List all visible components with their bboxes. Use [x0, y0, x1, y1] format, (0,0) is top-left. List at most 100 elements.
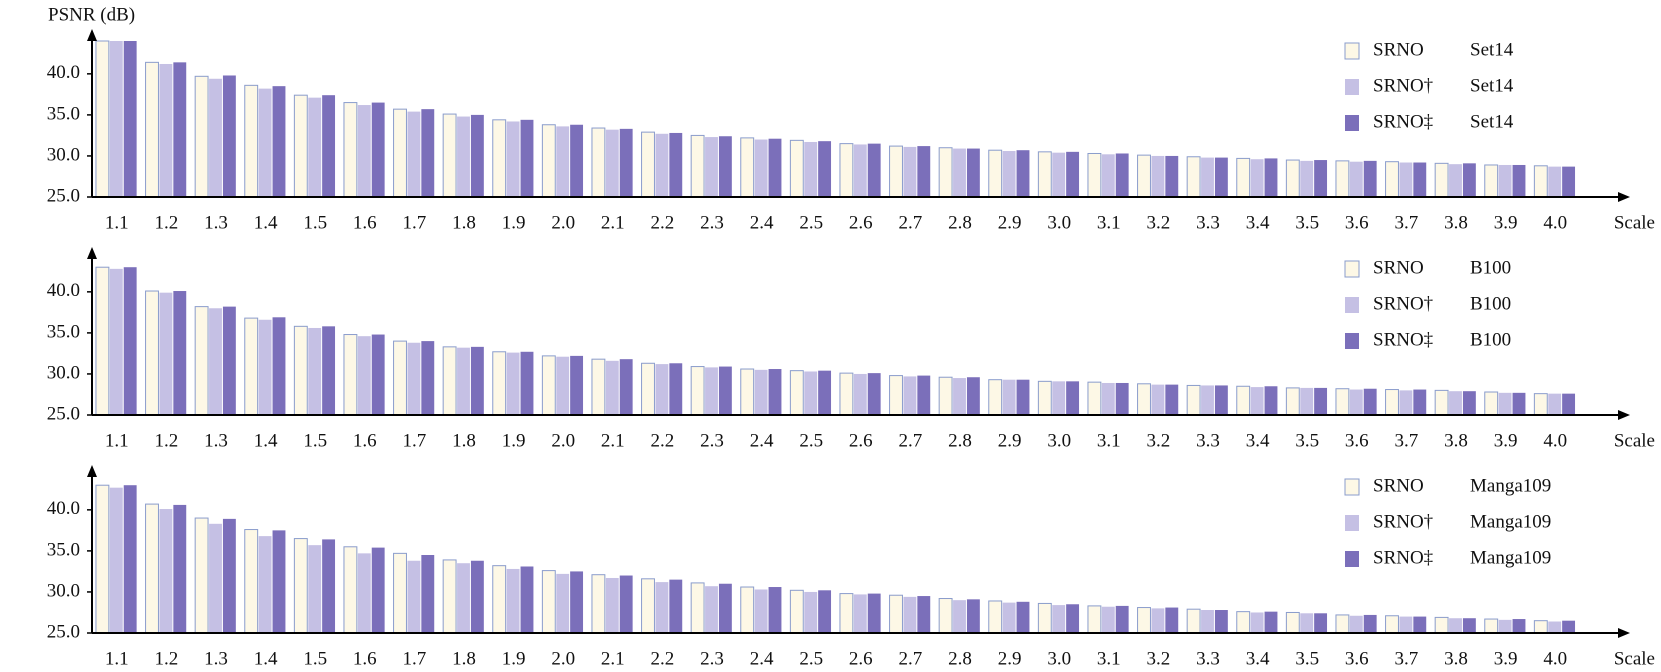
bar [938, 598, 953, 634]
bar [407, 560, 421, 633]
bar [1264, 158, 1278, 197]
bar [867, 593, 881, 633]
bar [1449, 164, 1462, 197]
bar [322, 539, 336, 633]
legend-swatch [1345, 551, 1359, 567]
bar [768, 138, 782, 197]
bar [690, 134, 705, 198]
x-tick-label: 1.1 [105, 212, 129, 233]
bar [853, 373, 867, 415]
x-tick-label: 2.2 [651, 212, 675, 233]
x-tick-label: 3.2 [1147, 648, 1171, 669]
x-tick-label: 1.1 [105, 648, 129, 669]
bar [754, 589, 768, 633]
bar [655, 133, 669, 197]
bar [966, 377, 980, 415]
bar [591, 358, 606, 416]
bar [1314, 160, 1328, 197]
x-tick-label: 2.9 [998, 430, 1022, 451]
bar [520, 566, 534, 633]
bar [308, 545, 322, 633]
bar [1498, 392, 1512, 415]
x-tick-label: 3.6 [1345, 212, 1369, 233]
x-tick-label: 2.5 [799, 212, 823, 233]
bar [1250, 159, 1264, 197]
bar [889, 594, 903, 634]
bar [470, 114, 484, 197]
bar [1264, 611, 1278, 633]
bar [1151, 384, 1165, 415]
bar [258, 536, 272, 633]
x-axis-label: Scale [1614, 212, 1655, 233]
bar [244, 529, 259, 634]
bar [457, 116, 470, 197]
bar [1052, 381, 1066, 415]
bar [393, 552, 407, 634]
bar [506, 121, 520, 197]
bar [322, 95, 336, 197]
y-tick-label: 35.0 [47, 539, 80, 560]
bar [789, 139, 804, 198]
bar [917, 375, 931, 415]
x-tick-label: 2.0 [551, 212, 575, 233]
bar [1512, 164, 1526, 197]
x-tick-label: 1.4 [254, 430, 278, 451]
bar [1548, 393, 1562, 415]
x-tick-label: 2.1 [601, 212, 625, 233]
bar [804, 591, 818, 633]
bar [1314, 387, 1328, 415]
bar [1087, 605, 1102, 634]
x-tick-label: 1.4 [254, 648, 278, 669]
bar [953, 148, 966, 197]
bar [818, 141, 832, 197]
bar [839, 143, 854, 198]
x-tick-label: 2.6 [849, 648, 873, 669]
y-tick-label: 30.0 [47, 580, 80, 601]
legend-label: SRNO‡ [1373, 329, 1433, 350]
bar [669, 363, 683, 415]
x-tick-label: 3.1 [1097, 212, 1121, 233]
x-tick-label: 3.5 [1295, 430, 1319, 451]
bar [1285, 159, 1300, 198]
bar [343, 102, 358, 198]
bar [1399, 390, 1413, 415]
legend-swatch [1345, 333, 1359, 349]
legend-dataset: Manga109 [1470, 475, 1551, 496]
bar [457, 347, 470, 415]
bar [1484, 618, 1499, 634]
x-tick-label: 3.7 [1395, 648, 1419, 669]
bar [145, 290, 159, 416]
legend-label: SRNO [1373, 475, 1424, 496]
bar [1002, 151, 1016, 197]
bar [1016, 379, 1030, 415]
bar [1115, 605, 1129, 633]
x-axis-arrow [1618, 192, 1630, 202]
bar [421, 109, 435, 197]
bar [1498, 164, 1512, 197]
x-tick-label: 2.9 [998, 212, 1022, 233]
bar [768, 369, 782, 415]
x-tick-label: 1.5 [303, 430, 327, 451]
x-tick-label: 2.2 [651, 430, 675, 451]
bar [244, 317, 259, 416]
x-tick-label: 3.3 [1196, 212, 1220, 233]
bar [194, 75, 209, 198]
bar [1385, 615, 1399, 634]
x-tick-label: 3.9 [1494, 648, 1518, 669]
x-tick-label: 2.8 [948, 212, 972, 233]
y-tick-label: 40.0 [47, 62, 80, 83]
bar [1533, 393, 1548, 416]
bar [1462, 618, 1476, 633]
x-tick-label: 2.4 [750, 212, 774, 233]
bar [754, 139, 768, 197]
bar [506, 568, 520, 633]
bar [1449, 391, 1462, 415]
legend-dataset: B100 [1470, 257, 1511, 278]
bar [1349, 615, 1363, 633]
bar [1512, 619, 1526, 633]
y-tick-label: 25.0 [47, 621, 80, 642]
bar [1413, 616, 1427, 633]
bar [1002, 602, 1016, 633]
x-tick-label: 3.5 [1295, 212, 1319, 233]
x-axis-arrow [1618, 628, 1630, 638]
